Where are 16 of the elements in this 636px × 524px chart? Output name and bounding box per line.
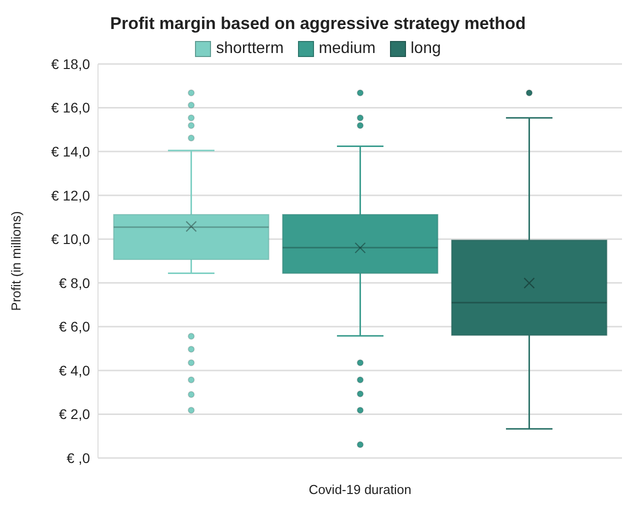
y-tick-label: € ,0 (66, 450, 90, 466)
x-axis-title: Covid-19 duration (308, 482, 412, 497)
legend-label: long (410, 40, 441, 58)
y-tick-label: € 2,0 (58, 406, 90, 422)
y-tick-label: € 18,0 (51, 56, 90, 72)
y-axis-title: Profit (in millions) (8, 211, 24, 311)
legend-label: shortterm (216, 40, 284, 58)
y-tick-label: € 8,0 (58, 274, 90, 291)
legend-label: medium (318, 40, 376, 58)
y-tick-label: € 10,0 (51, 231, 90, 248)
y-tick-label: € 16,0 (51, 100, 90, 116)
y-tick-label: € 6,0 (58, 318, 90, 335)
y-tick-label: € 4,0 (58, 362, 90, 378)
y-tick-label: € 14,0 (51, 144, 90, 160)
y-tick-label: € 12,0 (51, 187, 90, 204)
chart-title: Profit margin based on aggressive strategy method (109, 13, 527, 34)
